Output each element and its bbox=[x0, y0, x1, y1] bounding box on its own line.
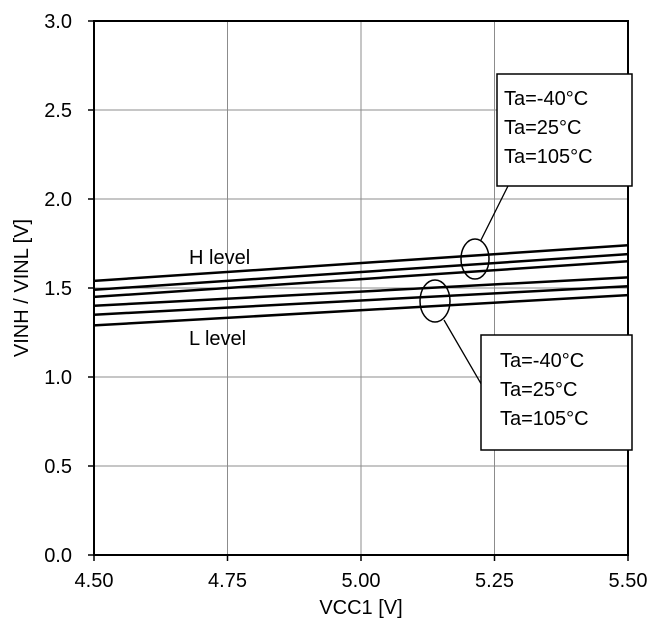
legend-lower-item-3: Ta=105°C bbox=[500, 408, 589, 430]
x-axis-label: VCC1 [V] bbox=[319, 597, 402, 619]
series-line-6 bbox=[93, 293, 629, 327]
legend-lower-item-2: Ta=25°C bbox=[500, 379, 578, 401]
l-group-marker bbox=[419, 279, 451, 323]
legend-lower-item-1: Ta=-40°C bbox=[500, 350, 584, 372]
y-tick-label: 2.0 bbox=[44, 189, 72, 211]
series-line-3 bbox=[93, 260, 629, 299]
l-level-label: L level bbox=[189, 328, 246, 350]
y-tick-label: 0.0 bbox=[44, 545, 72, 567]
series-line-4 bbox=[93, 276, 629, 308]
legend-upper-item-2: Ta=25°C bbox=[504, 117, 582, 139]
h-group-leader bbox=[480, 185, 509, 241]
series-line-2 bbox=[93, 252, 629, 292]
y-tick-label: 3.0 bbox=[44, 11, 72, 33]
series-lines bbox=[93, 244, 629, 327]
x-tick-label: 4.50 bbox=[75, 570, 114, 592]
y-tick-label: 2.5 bbox=[44, 100, 72, 122]
h-group-marker bbox=[460, 238, 490, 280]
x-tick-label: 5.50 bbox=[609, 570, 648, 592]
h-level-label: H level bbox=[189, 247, 250, 269]
legend-upper-item-3: Ta=105°C bbox=[504, 146, 593, 168]
y-tick-label: 0.5 bbox=[44, 456, 72, 478]
grid bbox=[94, 21, 628, 555]
l-group-leader bbox=[443, 319, 488, 395]
x-tick-label: 5.25 bbox=[475, 570, 514, 592]
y-tick-label: 1.0 bbox=[44, 367, 72, 389]
y-tick-labels: 0.0 0.5 1.0 1.5 2.0 2.5 3.0 bbox=[44, 11, 94, 567]
legend-box-lower bbox=[480, 334, 633, 451]
y-tick-label: 1.5 bbox=[44, 278, 72, 300]
legend-upper-item-1: Ta=-40°C bbox=[504, 88, 588, 110]
x-tick-label: 4.75 bbox=[208, 570, 247, 592]
legend-box-upper bbox=[496, 73, 633, 187]
series-line-5 bbox=[93, 284, 629, 316]
y-axis-label: VINH / VINL [V] bbox=[11, 219, 33, 357]
x-tick-label: 5.00 bbox=[342, 570, 381, 592]
series-line-1 bbox=[93, 244, 629, 283]
x-tick-labels: 4.50 4.75 5.00 5.25 5.50 bbox=[75, 555, 648, 592]
